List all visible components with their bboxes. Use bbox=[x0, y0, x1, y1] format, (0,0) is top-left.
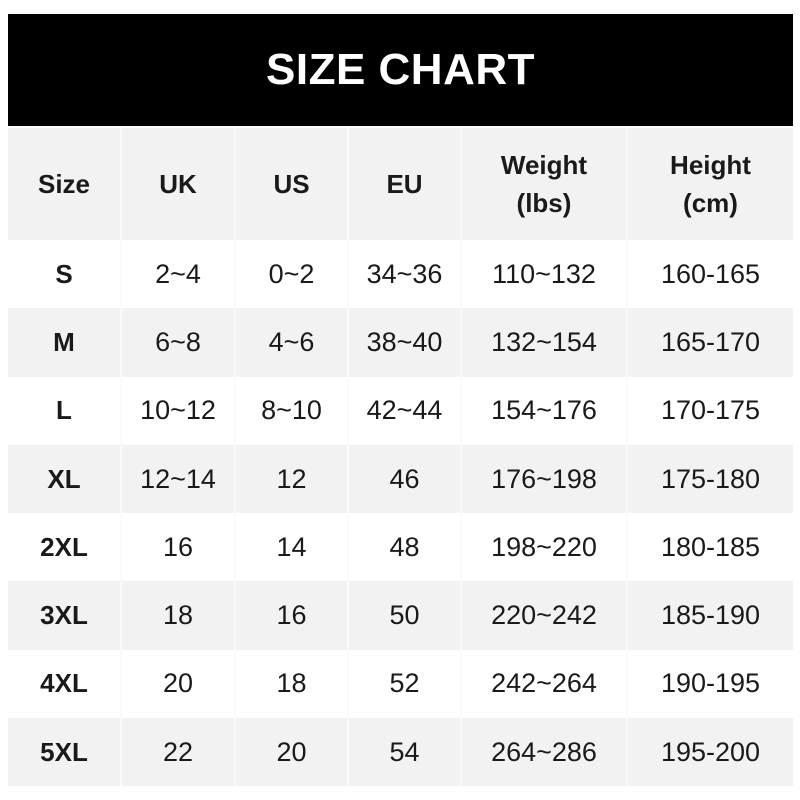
cell-size: 4XL bbox=[8, 649, 121, 719]
cell-us: 4~6 bbox=[234, 308, 348, 377]
cell-height: 190-195 bbox=[626, 649, 793, 719]
cell-uk: 22 bbox=[120, 718, 235, 787]
cell-weight: 198~220 bbox=[460, 513, 627, 582]
cell-height: 170-175 bbox=[626, 376, 793, 445]
cell-eu: 48 bbox=[347, 513, 461, 582]
cell-uk: 10~12 bbox=[120, 376, 235, 445]
cell-uk: 18 bbox=[120, 581, 235, 650]
table-row: 2XL 16 14 48 198~220 180-185 bbox=[8, 513, 793, 582]
cell-uk: 2~4 bbox=[120, 240, 235, 309]
cell-height: 185-190 bbox=[626, 581, 793, 650]
cell-size: L bbox=[8, 376, 121, 445]
column-header-height: Height (cm) bbox=[626, 128, 793, 240]
cell-weight: 154~176 bbox=[460, 376, 627, 445]
cell-us: 0~2 bbox=[234, 240, 348, 309]
cell-eu: 34~36 bbox=[347, 240, 461, 309]
cell-us: 14 bbox=[234, 513, 348, 582]
cell-eu: 46 bbox=[347, 444, 461, 514]
cell-weight: 132~154 bbox=[460, 308, 627, 377]
cell-size: 3XL bbox=[8, 581, 121, 650]
column-header-uk: UK bbox=[120, 128, 235, 240]
table-row: L 10~12 8~10 42~44 154~176 170-175 bbox=[8, 376, 793, 445]
cell-us: 20 bbox=[234, 718, 348, 787]
cell-uk: 16 bbox=[120, 513, 235, 582]
cell-height: 195-200 bbox=[626, 718, 793, 787]
cell-weight: 242~264 bbox=[460, 649, 627, 719]
cell-us: 16 bbox=[234, 581, 348, 650]
cell-size: 5XL bbox=[8, 718, 121, 787]
cell-weight: 110~132 bbox=[460, 240, 627, 309]
column-header-eu: EU bbox=[347, 128, 461, 240]
size-chart-table: Size UK US EU Weight (lbs) Height (cm) S 2~4 0~2 3… bbox=[8, 128, 793, 787]
cell-eu: 42~44 bbox=[347, 376, 461, 445]
table-row: 3XL 18 16 50 220~242 185-190 bbox=[8, 581, 793, 650]
header-label: Weight bbox=[500, 150, 588, 180]
cell-eu: 38~40 bbox=[347, 308, 461, 377]
cell-height: 175-180 bbox=[626, 444, 793, 514]
column-header-us: US bbox=[234, 128, 348, 240]
header-label: Height bbox=[670, 150, 751, 180]
size-chart-title: SIZE CHART bbox=[8, 14, 793, 126]
column-header-weight: Weight (lbs) bbox=[460, 128, 627, 240]
cell-uk: 20 bbox=[120, 649, 235, 719]
header-row: Size UK US EU Weight (lbs) Height (cm) bbox=[8, 128, 793, 240]
cell-size: S bbox=[8, 240, 121, 309]
cell-height: 160-165 bbox=[626, 240, 793, 309]
header-unit: (cm) bbox=[683, 188, 738, 218]
cell-weight: 220~242 bbox=[460, 581, 627, 650]
cell-eu: 52 bbox=[347, 649, 461, 719]
cell-uk: 12~14 bbox=[120, 444, 235, 514]
column-header-size: Size bbox=[8, 128, 121, 240]
cell-eu: 54 bbox=[347, 718, 461, 787]
cell-us: 8~10 bbox=[234, 376, 348, 445]
table-row: 4XL 20 18 52 242~264 190-195 bbox=[8, 649, 793, 719]
cell-us: 18 bbox=[234, 649, 348, 719]
cell-eu: 50 bbox=[347, 581, 461, 650]
table-row: XL 12~14 12 46 176~198 175-180 bbox=[8, 444, 793, 514]
cell-size: 2XL bbox=[8, 513, 121, 582]
header-label: UK bbox=[159, 169, 197, 199]
header-label: EU bbox=[386, 169, 423, 199]
cell-us: 12 bbox=[234, 444, 348, 514]
table-row: M 6~8 4~6 38~40 132~154 165-170 bbox=[8, 308, 793, 377]
cell-size: M bbox=[8, 308, 121, 377]
cell-uk: 6~8 bbox=[120, 308, 235, 377]
header-unit: (lbs) bbox=[516, 188, 572, 218]
cell-weight: 176~198 bbox=[460, 444, 627, 514]
table-row: S 2~4 0~2 34~36 110~132 160-165 bbox=[8, 240, 793, 309]
cell-weight: 264~286 bbox=[460, 718, 627, 787]
header-label: US bbox=[273, 169, 310, 199]
cell-height: 165-170 bbox=[626, 308, 793, 377]
header-label: Size bbox=[37, 169, 91, 199]
table-row: 5XL 22 20 54 264~286 195-200 bbox=[8, 718, 793, 787]
cell-size: XL bbox=[8, 444, 121, 514]
cell-height: 180-185 bbox=[626, 513, 793, 582]
